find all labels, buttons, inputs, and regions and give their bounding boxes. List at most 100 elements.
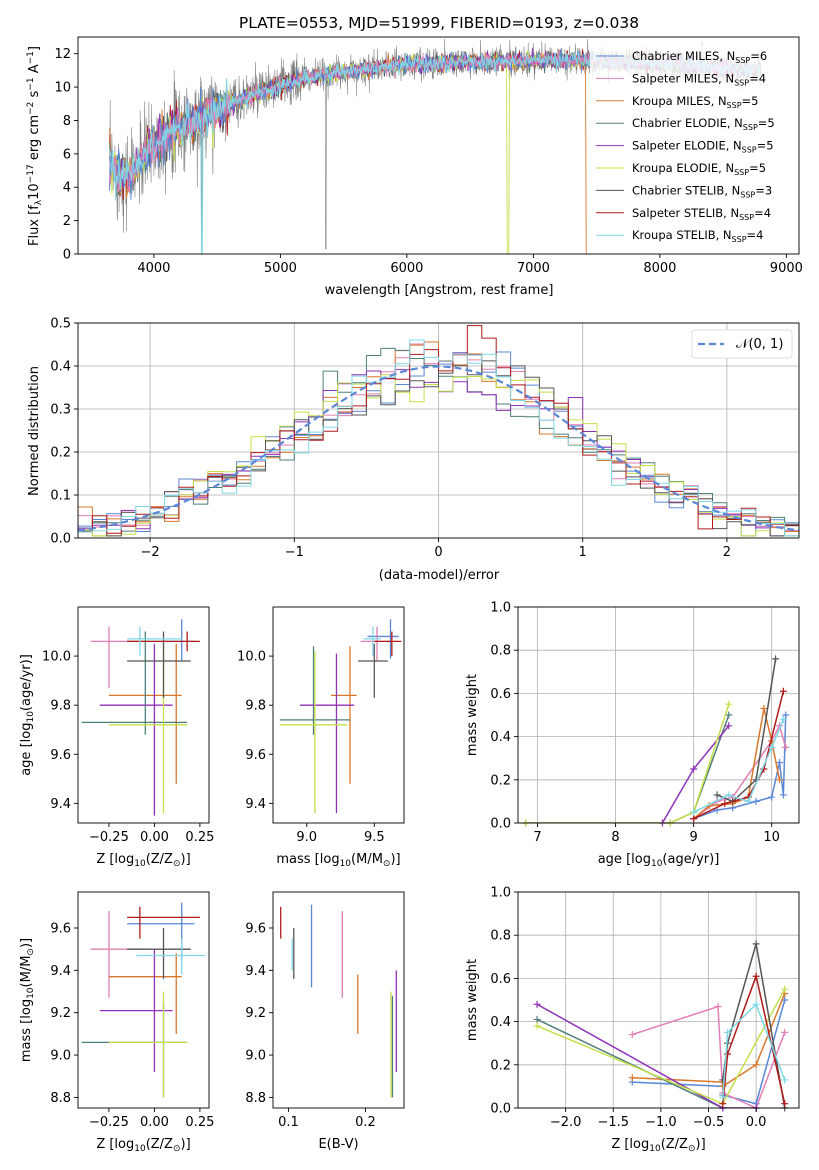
- legend-n-sub: SSP: [734, 78, 749, 87]
- x-axis-label-part: (M/M: [351, 852, 383, 867]
- legend-n-value: =3: [755, 183, 772, 197]
- y-tick-label: 1.0: [490, 886, 511, 901]
- marker-salpeter_miles: [782, 743, 790, 751]
- x-axis-label-part: (age/yr)]: [662, 852, 719, 867]
- legend-n-value: =4: [749, 71, 766, 85]
- x-axis-label-part: ⊙: [383, 859, 391, 869]
- y-tick-label: 0: [63, 248, 71, 263]
- marker-chabrier_stelib: [752, 940, 760, 948]
- y-tick-label: 9.6: [50, 748, 71, 763]
- legend-n-sub: SSP: [740, 190, 755, 199]
- legend-name: Kroupa MILES, N: [632, 94, 727, 108]
- x-tick-label: 9.5: [364, 830, 385, 845]
- y-axis-label-part: Flux [f: [27, 205, 42, 246]
- marker-chabrier_miles: [782, 711, 790, 719]
- y-tick-label: 9.8: [50, 699, 71, 714]
- series-line-kroupa_stelib: [722, 1002, 786, 1098]
- legend-name: Salpeter STELIB, N: [632, 206, 739, 220]
- y-axis-label-part: (M/M: [19, 956, 34, 988]
- x-axis-label: Z [log10(Z/Z⊙)]: [611, 1137, 705, 1154]
- x-axis-label: wavelength [Angstrom, rest frame]: [325, 283, 554, 298]
- marker-chabrier_miles: [779, 791, 787, 799]
- legend-label-salpeter_stelib: Salpeter STELIB, NSSP=4: [632, 206, 771, 222]
- legend-name: Salpeter ELODIE, N: [632, 139, 742, 153]
- legend-n-value: =5: [742, 94, 759, 108]
- y-tick-label: 0.1: [50, 489, 71, 504]
- y-tick-label: 9.4: [245, 964, 266, 979]
- marker-salpeter_stelib: [724, 1050, 732, 1058]
- y-tick-label: 0.5: [50, 317, 71, 332]
- y-tick-label: 0.4: [490, 1015, 511, 1030]
- residuals-panel: 𝒩(0, 1) −2 −1 0 1 2 0.0 0.1 0.2 0.3 0.4 0.5 (data-mo…: [27, 317, 800, 583]
- marker-kroupa_stelib: [690, 808, 698, 816]
- marker-salpeter_stelib: [779, 687, 787, 695]
- y-tick-label: 2: [63, 214, 71, 229]
- y-axis-label-part: −1: [26, 77, 36, 90]
- age-vs-mass-panel: 9.0 9.5 9.4 9.6 9.8 10.0 mass [log10(M/M⊙)]: [237, 606, 405, 869]
- marker-kroupa_stelib: [779, 715, 787, 723]
- legend-label-chabrier_miles: Chabrier MILES, NSSP=6: [632, 49, 767, 65]
- y-tick-label: 8.8: [245, 1091, 266, 1106]
- legend-n-sub: SSP: [742, 146, 757, 155]
- x-tick-label: 9: [689, 830, 697, 845]
- x-axis-label-part: age [log: [598, 852, 651, 867]
- marker-salpeter_elodie: [725, 722, 733, 730]
- x-axis-label: (data-model)/error: [379, 568, 500, 583]
- legend-label-normal: 𝒩(0, 1): [736, 337, 783, 352]
- x-axis-label-part: ⊙: [173, 1144, 181, 1154]
- axes-frame: [517, 891, 800, 1109]
- legend-label-chabrier_stelib: Chabrier STELIB, NSSP=3: [632, 183, 772, 199]
- y-tick-label: 0.2: [50, 446, 71, 461]
- x-axis-label-part: Z [log: [611, 1137, 649, 1152]
- axes-frame: [77, 891, 210, 1109]
- x-tick-label: 7000: [517, 261, 550, 276]
- x-axis-label-part: ⊙: [688, 1144, 696, 1154]
- x-axis-label-part: 10: [340, 859, 352, 869]
- y-axis-label-part: ⊙: [26, 948, 36, 956]
- legend-label-kroupa_elodie: Kroupa ELODIE, NSSP=5: [632, 161, 766, 177]
- y-axis-label-part: −2: [26, 102, 36, 115]
- y-axis-label: mass weight: [465, 959, 480, 1041]
- chart-title: PLATE=0553, MJD=51999, FIBERID=0193, z=0…: [239, 14, 639, 32]
- y-tick-label: 6: [63, 147, 71, 162]
- y-tick-label: 0.6: [490, 687, 511, 702]
- series-line-chabrier_stelib: [716, 658, 777, 803]
- marker-salpeter_miles: [781, 1028, 789, 1036]
- y-axis-label-part: erg cm: [27, 115, 42, 164]
- legend-name: Kroupa STELIB, N: [632, 228, 732, 242]
- x-tick-label: 2: [723, 545, 731, 560]
- y-axis-label: age [log10(age/yr)]: [19, 654, 36, 776]
- legend-name: Salpeter MILES, N: [632, 71, 734, 85]
- x-tick-label: 9.0: [296, 830, 317, 845]
- y-axis-label: mass [log10(M/M⊙)]: [19, 938, 36, 1062]
- y-axis-label-part: A: [27, 64, 42, 77]
- marker-salpeter_stelib: [690, 815, 698, 823]
- y-tick-label: 0.4: [490, 730, 511, 745]
- y-tick-label: 10.0: [237, 650, 266, 665]
- y-tick-label: 0.6: [490, 972, 511, 987]
- legend-background: [590, 44, 796, 250]
- y-tick-label: 8.8: [50, 1091, 71, 1106]
- x-tick-label: −2: [141, 545, 160, 560]
- legend-n-sub: SSP: [735, 56, 750, 65]
- marker-salpeter_stelib: [721, 800, 729, 808]
- legend-n-value: =5: [758, 116, 775, 130]
- legend-n-sub: SSP: [732, 235, 747, 244]
- y-axis-label: mass weight: [465, 674, 480, 756]
- marker-kroupa_miles: [752, 1061, 760, 1069]
- marker-kroupa_stelib: [725, 791, 733, 799]
- x-tick-label: 0.00: [140, 830, 169, 845]
- marker-kroupa_elodie: [533, 1022, 541, 1030]
- y-tick-label: 9.4: [245, 797, 266, 812]
- y-tick-label: 0.2: [490, 773, 511, 788]
- marker-salpeter_miles: [628, 1031, 636, 1039]
- legend-label-kroupa_miles: Kroupa MILES, NSSP=5: [632, 94, 758, 110]
- y-axis-label-part: mass [log: [19, 999, 34, 1062]
- x-axis-label-part: (Z/Z: [661, 1137, 688, 1152]
- legend-n-sub: SSP: [743, 123, 758, 132]
- y-axis-label-part: ]: [27, 46, 42, 51]
- y-axis-label-part: 10: [27, 183, 42, 200]
- legend-n-value: =4: [754, 206, 771, 220]
- x-axis-label-part: 10: [651, 859, 663, 869]
- y-tick-label: 1.0: [490, 601, 511, 616]
